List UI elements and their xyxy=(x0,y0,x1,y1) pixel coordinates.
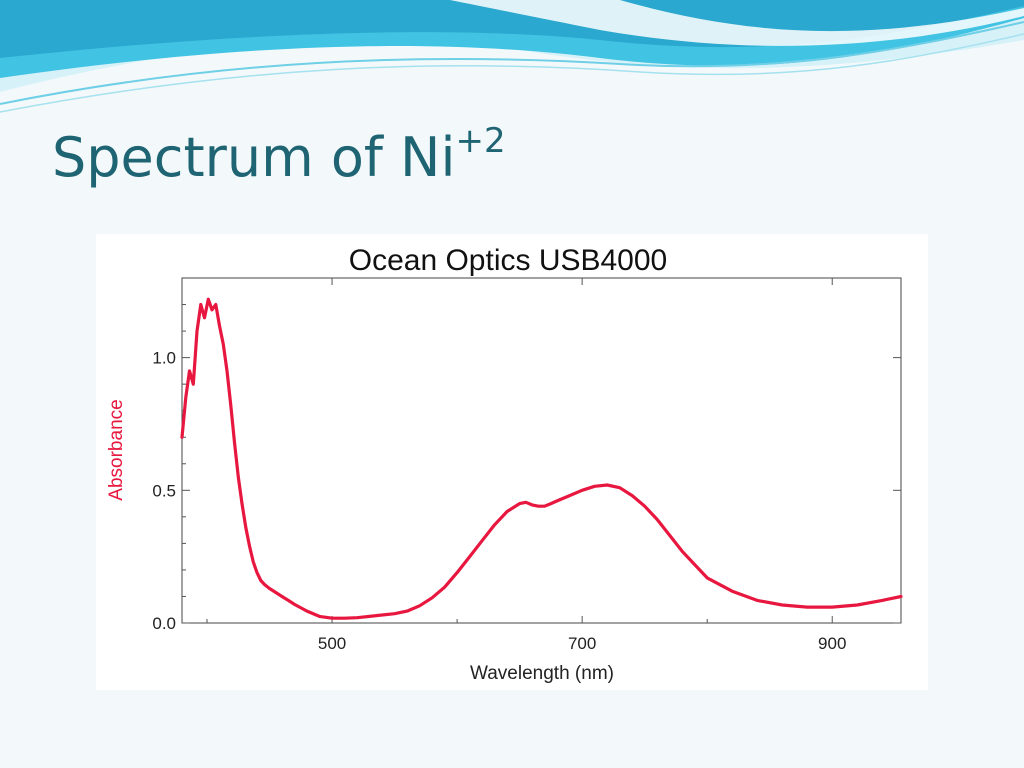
slide-title-superscript: +2 xyxy=(455,121,506,161)
y-axis-ticks: 0.0 0.5 1.0 xyxy=(152,304,901,633)
absorbance-spectrum-chart: Ocean Optics USB4000 500 700 900 0.0 0.5 1.0… xyxy=(106,244,903,684)
decorative-wave-banner xyxy=(0,0,1024,113)
x-tick-label: 700 xyxy=(568,634,596,653)
y-tick-label: 1.0 xyxy=(152,349,176,368)
x-axis-label: Wavelength (nm) xyxy=(470,663,614,684)
wave-line xyxy=(0,21,1024,105)
slide-title-text: Spectrum of Ni xyxy=(52,126,456,189)
y-axis-label: Absorbance xyxy=(106,399,127,500)
absorbance-series-line xyxy=(180,297,903,620)
chart-title: Ocean Optics USB4000 xyxy=(349,244,668,277)
chart-panel: Ocean Optics USB4000 500 700 900 0.0 0.5 1.0… xyxy=(96,234,928,690)
chart-series-group xyxy=(180,297,903,620)
plot-area-frame xyxy=(181,277,902,624)
x-tick-label: 500 xyxy=(318,634,346,653)
wave-line-thin xyxy=(0,33,1024,113)
y-tick-label: 0.0 xyxy=(152,614,176,633)
wave-band-white-swoosh xyxy=(450,0,1024,46)
chart-axes xyxy=(181,277,902,624)
y-tick-label: 0.5 xyxy=(152,481,176,500)
slide-title: Spectrum of Ni+2 xyxy=(52,124,506,189)
x-tick-label: 900 xyxy=(818,634,846,653)
x-axis-ticks: 500 700 900 xyxy=(206,278,846,653)
